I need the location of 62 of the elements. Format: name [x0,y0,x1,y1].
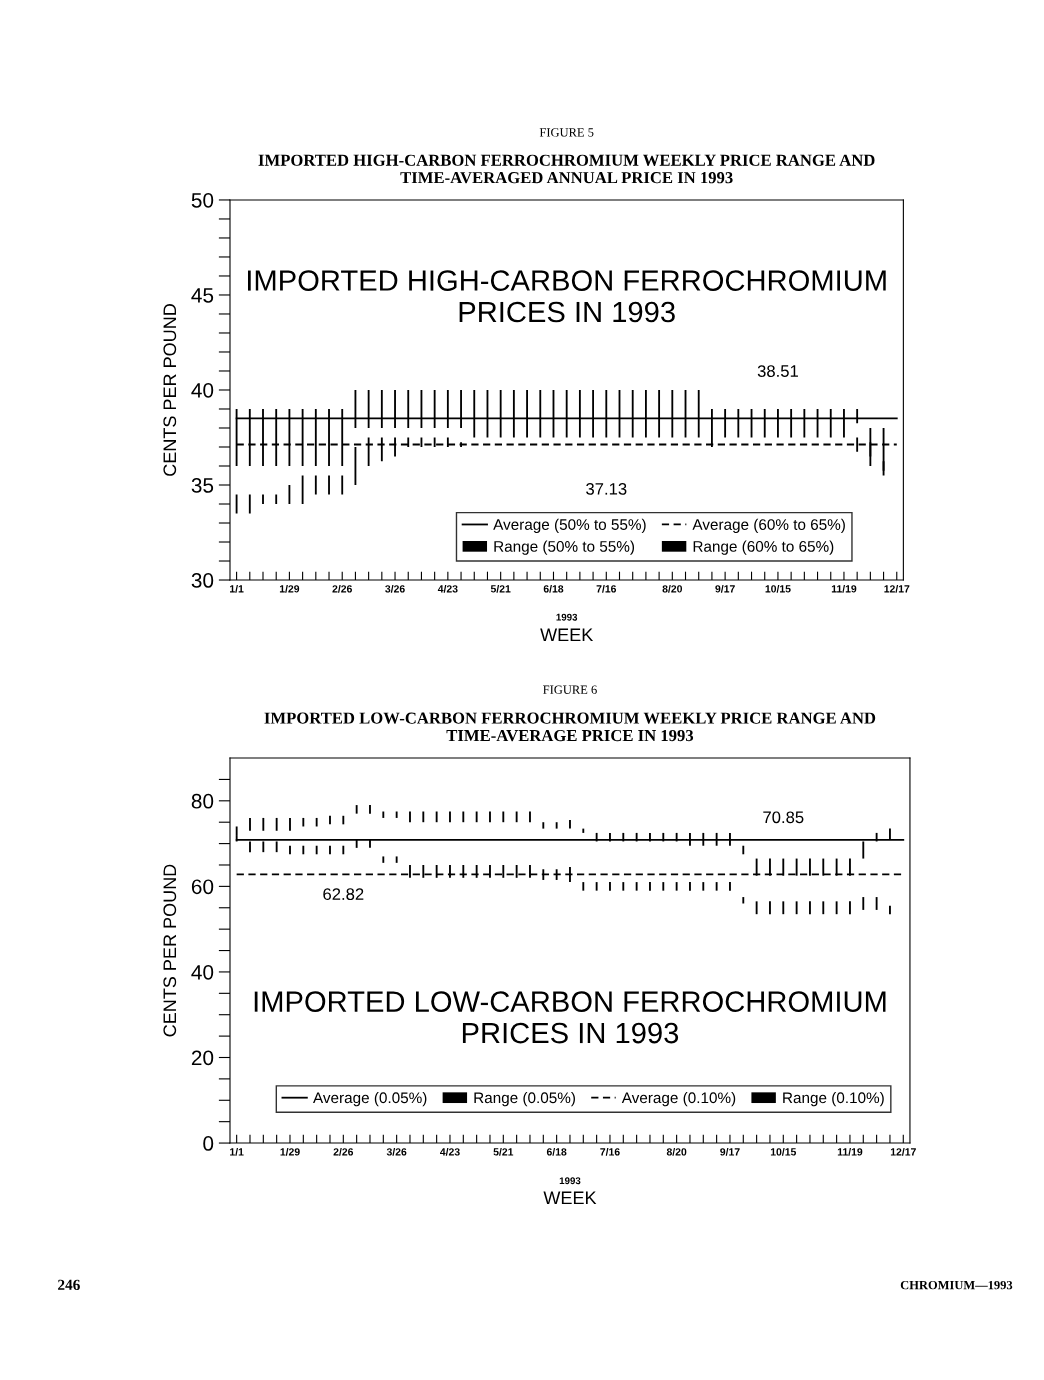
x-axis-title: WEEK [543,1191,597,1205]
annotation: 62.82 [323,888,364,901]
y-tick-label: 45 [191,288,214,303]
x-tick-label: 8/20 [662,584,683,593]
x-tick-label: 5/21 [490,584,511,593]
annotation: 38.51 [757,365,798,377]
x-tick-label: 2/26 [332,584,352,593]
legend-label: Range (0.10%) [783,1091,884,1107]
legend-label: Average (50% to 55%) [493,518,646,533]
y-axis-title: CENTS PER POUND [163,864,177,1037]
x-tick-label: 6/18 [546,1147,567,1156]
annotation: IMPORTED LOW-CARBON FERROCHROMIUM PRICES IN 1993 [254,991,886,1044]
y-tick-label: 40 [191,964,214,980]
x-tick-label: 1/1 [230,584,244,593]
annotation: 70.85 [763,811,804,824]
x-tick-label: 3/26 [385,584,405,593]
x-tick-label: 7/16 [600,1147,620,1156]
y-tick-label: 30 [191,573,214,588]
x-tick-label: 11/19 [837,1147,863,1156]
x-tick-label: 10/15 [765,584,791,593]
chart-title: FIGURE 5 [539,128,594,137]
x-tick-label: 4/23 [440,1147,460,1156]
x-tick-label: 4/23 [437,584,458,593]
x-tick-label: 7/16 [596,584,617,593]
x-tick-label: 5/21 [493,1147,514,1156]
text: CHROMIUM—1993 [900,1280,1013,1290]
x-tick-label: 1/29 [280,1147,300,1156]
x-tick-label: 12/17 [884,584,910,593]
legend-label: Average (60% to 65%) [692,518,845,533]
x-tick-label: 1/1 [230,1147,244,1156]
text: 1993 [559,1177,581,1185]
x-tick-label: 8/20 [666,1147,687,1156]
x-tick-label: 2/26 [333,1147,354,1156]
chart-subtitle: IMPORTED LOW-CARBON FERROCHROMIUM WEEKLY PRICE RANGE AND TIME-AVERAGE PRICE IN 1993 [264,712,876,742]
legend-label: Average (0.10%) [621,1091,736,1107]
y-tick-label: 80 [191,793,214,809]
legend-label: Range (50% to 55%) [494,540,635,555]
y-tick-label: 20 [191,1050,214,1066]
text: 246 [58,1279,80,1290]
y-tick-label: 0 [203,1136,214,1151]
legend-label: Range (0.05%) [474,1091,575,1107]
x-tick-label: 9/17 [720,1147,740,1156]
x-tick-label: 1/29 [279,584,300,593]
y-axis-title: CENTS PER POUND [163,304,177,476]
chart-subtitle: IMPORTED HIGH-CARBON FERROCHROMIUM WEEKLY PRICE RANGE AND TIME-AVERAGED ANNUAL PRICE IN 1993 [258,154,875,184]
text: 1993 [556,613,578,621]
x-axis-title: WEEK [540,628,594,641]
legend-label: Range (60% to 65%) [693,540,834,555]
chart-title: FIGURE 6 [543,685,597,694]
y-tick-label: 40 [191,382,214,398]
y-tick-label: 35 [191,478,214,493]
annotation: IMPORTED HIGH-CARBON FERROCHROMIUM PRICES IN 1993 [247,270,886,323]
annotation: 37.13 [586,482,627,495]
x-tick-label: 9/17 [715,584,735,593]
y-tick-label: 50 [191,192,214,208]
x-tick-label: 10/15 [770,1147,797,1156]
y-tick-label: 60 [191,879,214,895]
x-tick-label: 6/18 [543,584,564,593]
x-tick-label: 12/17 [890,1147,916,1156]
legend-label: Average (0.05%) [313,1091,427,1107]
x-tick-label: 3/26 [386,1147,407,1156]
x-tick-label: 11/19 [831,584,857,593]
